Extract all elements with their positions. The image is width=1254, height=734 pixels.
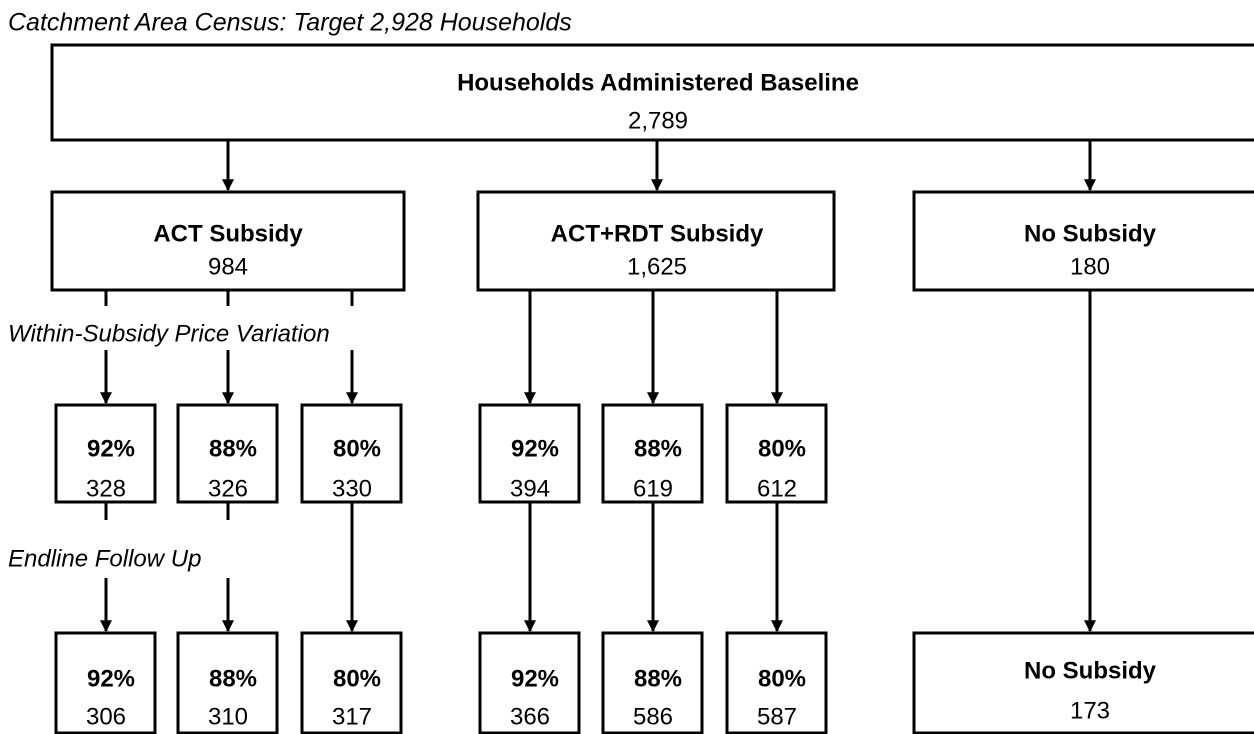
endline-count: 317: [332, 703, 372, 730]
baseline-count: 612: [757, 475, 797, 502]
annotation: Within-Subsidy Price Variation: [8, 320, 330, 347]
endline-count: 587: [757, 703, 797, 730]
endline-count: 310: [208, 703, 248, 730]
box: [54, 631, 157, 734]
box: [476, 190, 836, 292]
price: 88%: [634, 435, 682, 462]
box: [725, 631, 828, 734]
box: [300, 631, 403, 734]
endline-price: 88%: [209, 665, 257, 692]
box: [601, 403, 704, 504]
title: Catchment Area Census: Target 2,928 Hous…: [8, 9, 572, 37]
box: [478, 631, 581, 734]
baseline-count: 619: [633, 475, 673, 502]
annotation: Endline Follow Up: [8, 545, 201, 572]
endline-count: 366: [510, 703, 550, 730]
endline-label: No Subsidy: [1024, 657, 1157, 684]
price: 92%: [87, 435, 135, 462]
arm-count: 1,625: [627, 253, 687, 280]
arm-count: 984: [208, 253, 248, 280]
endline-price: 92%: [87, 665, 135, 692]
box: [912, 190, 1254, 292]
box: [912, 631, 1254, 734]
box: [725, 403, 828, 504]
endline-count: 306: [86, 703, 126, 730]
baseline-count: 326: [208, 475, 248, 502]
arm-label: ACT Subsidy: [153, 220, 303, 247]
price: 80%: [758, 435, 806, 462]
arm-label: No Subsidy: [1024, 220, 1157, 247]
endline-price: 80%: [758, 665, 806, 692]
box: [176, 631, 279, 734]
box: [50, 43, 1254, 142]
baseline-count: 394: [510, 475, 550, 502]
root-count: 2,789: [628, 107, 688, 134]
box: [478, 403, 581, 504]
endline-price: 80%: [333, 665, 381, 692]
box: [601, 631, 704, 734]
price: 88%: [209, 435, 257, 462]
root-label: Households Administered Baseline: [457, 69, 859, 96]
baseline-count: 330: [332, 475, 372, 502]
endline-price: 92%: [511, 665, 559, 692]
arm-label: ACT+RDT Subsidy: [551, 220, 764, 247]
endline-price: 88%: [634, 665, 682, 692]
baseline-count: 328: [86, 475, 126, 502]
box: [176, 403, 279, 504]
price: 80%: [333, 435, 381, 462]
box: [54, 403, 157, 504]
endline-count: 586: [633, 703, 673, 730]
box: [50, 190, 406, 292]
endline-count: 173: [1070, 697, 1110, 724]
price: 92%: [511, 435, 559, 462]
arm-count: 180: [1070, 253, 1110, 280]
